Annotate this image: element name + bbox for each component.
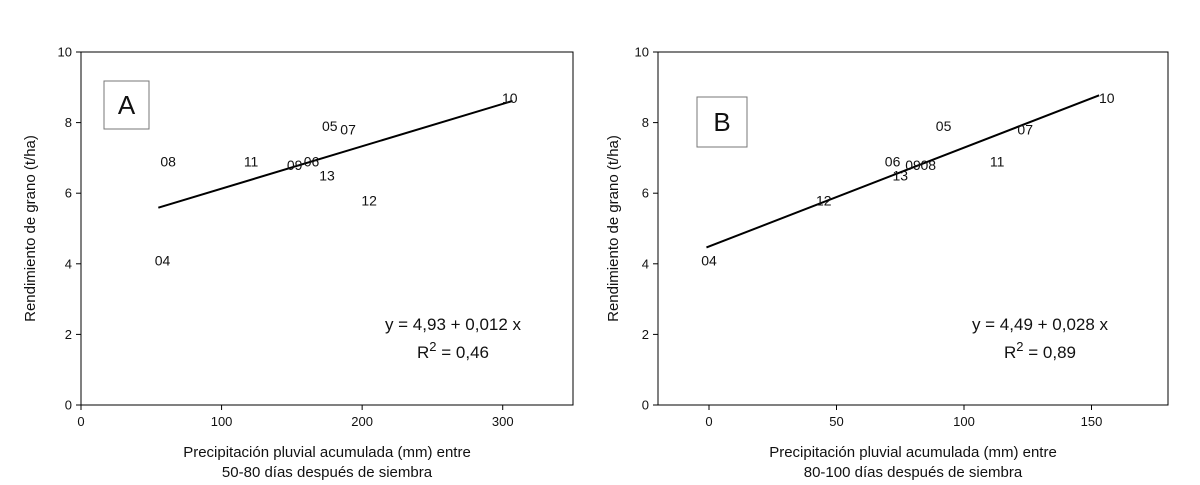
chart-a-panel-label: A [118,90,136,120]
chart-b-data-point-label: 07 [1017,122,1033,138]
chart-a-y-tick-label: 4 [65,256,72,271]
chart-b-regression-line [706,94,1100,249]
chart-b-panel-label-box [696,96,748,148]
chart-b-regression-equation: y = 4,49 + 0,028 x [972,315,1109,334]
chart-a-x-tick-label: 200 [351,414,373,429]
chart-a-data-point-label: 04 [155,252,171,268]
chart-b-x-axis-label-line2: 80-100 días después de siembra [804,464,1023,481]
chart-a-y-axis-label: Rendimiento de grano (t/ha) [22,135,39,322]
chart-a-data-point-label: 05 [322,118,338,134]
chart-a-x-axis-label-line2: 50-80 días después de siembra [222,464,433,481]
chart-a-data-point-label: 10 [502,90,518,106]
chart-b-x-tick-label: 150 [1081,414,1103,429]
chart-b-y-axis-label: Rendimiento de grano (t/ha) [605,135,622,322]
chart-a-data-point-label: 07 [340,122,356,138]
chart-b-data-point-label: 09 [905,157,921,173]
chart-a-data-point-label: 06 [304,153,320,169]
chart-b-y-tick-label: 4 [642,256,649,271]
chart-b-y-tick-label: 0 [642,398,649,413]
chart-a-data-point-label: 08 [160,153,176,169]
chart-a-data-point-label: 13 [319,168,335,184]
chart-b-data-point-label: 10 [1099,90,1115,106]
chart-b-panel-label: B [713,107,730,137]
chart-b-x-tick-label: 0 [705,414,712,429]
chart-a-y-tick-label: 0 [65,398,72,413]
chart-a-x-tick-label: 100 [211,414,233,429]
chart-a-y-tick-label: 10 [58,45,72,60]
chart-a-plot-frame [80,51,574,406]
chart-a-y-tick-label: 2 [65,327,72,342]
chart-b-plot-frame [657,51,1169,406]
chart-b-y-tick-label: 8 [642,115,649,130]
chart-b-data-point-label: 06 [885,153,901,169]
chart-b-r-squared: R2 = 0,89 [1004,339,1076,362]
chart-b-y-tick-label: 6 [642,186,649,201]
chart-a-y-tick-label: 6 [65,186,72,201]
chart-a-data-point-label: 12 [361,192,377,208]
chart-a-y-tick-label: 8 [65,115,72,130]
chart-a-data-point-label: 11 [244,153,259,169]
chart-b-data-point-label: 13 [892,168,908,184]
chart-a-x-tick-label: 0 [77,414,84,429]
chart-b-x-tick-label: 50 [829,414,843,429]
chart-b-y-tick-label: 10 [635,45,649,60]
chart-a-x-axis-label-line1: Precipitación pluvial acumulada (mm) ent… [183,444,471,461]
chart-b-data-point-label: 05 [936,118,952,134]
chart-b-x-tick-label: 100 [953,414,975,429]
chart-a-panel-label-box [103,80,150,130]
chart-a-regression-line [158,99,513,209]
chart-b-data-point-label: 11 [990,153,1005,169]
chart-a-r-squared: R2 = 0,46 [417,339,489,362]
chart-b-x-axis-label-line1: Precipitación pluvial acumulada (mm) ent… [769,444,1057,461]
chart-b-y-tick-label: 2 [642,327,649,342]
chart-b-data-point-label: 08 [921,157,937,173]
chart-a-data-point-label: 09 [287,157,303,173]
chart-b-data-point-label: 04 [701,252,717,268]
chart-b-data-point-label: 12 [816,192,832,208]
chart-a-regression-equation: y = 4,93 + 0,012 x [385,315,522,334]
chart-a-x-tick-label: 300 [492,414,514,429]
